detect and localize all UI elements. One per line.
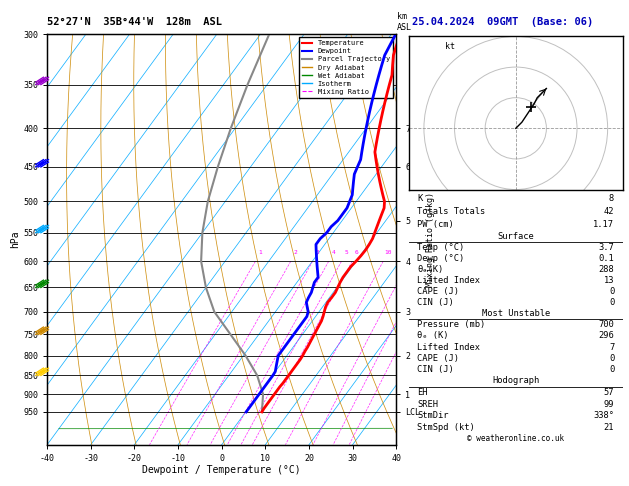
Text: 4: 4 <box>331 250 335 256</box>
Text: 21: 21 <box>604 423 614 432</box>
Text: 296: 296 <box>598 331 614 340</box>
Text: Lifted Index: Lifted Index <box>418 343 481 351</box>
Text: CIN (J): CIN (J) <box>418 298 454 307</box>
Text: CIN (J): CIN (J) <box>418 365 454 374</box>
Text: 13: 13 <box>604 276 614 285</box>
Text: 700: 700 <box>598 320 614 329</box>
Text: 338°: 338° <box>593 411 614 420</box>
Text: 1.17: 1.17 <box>593 220 614 229</box>
X-axis label: Dewpoint / Temperature (°C): Dewpoint / Temperature (°C) <box>142 466 301 475</box>
Text: PW (cm): PW (cm) <box>418 220 454 229</box>
Text: 0: 0 <box>609 365 614 374</box>
Text: 42: 42 <box>604 207 614 216</box>
Text: 0: 0 <box>609 287 614 296</box>
Text: 0: 0 <box>609 354 614 363</box>
Legend: Temperature, Dewpoint, Parcel Trajectory, Dry Adiabat, Wet Adiabat, Isotherm, Mi: Temperature, Dewpoint, Parcel Trajectory… <box>299 37 392 98</box>
Text: 52°27'N  35B°44'W  128m  ASL: 52°27'N 35B°44'W 128m ASL <box>47 17 222 27</box>
Text: Most Unstable: Most Unstable <box>482 309 550 318</box>
Text: kt: kt <box>445 42 455 51</box>
Text: Pressure (mb): Pressure (mb) <box>418 320 486 329</box>
Text: 3: 3 <box>315 250 319 256</box>
Text: θₑ(K): θₑ(K) <box>418 265 443 274</box>
Text: Dewp (°C): Dewp (°C) <box>418 254 465 263</box>
Text: StmSpd (kt): StmSpd (kt) <box>418 423 475 432</box>
Text: Surface: Surface <box>498 232 534 241</box>
Text: Temp (°C): Temp (°C) <box>418 243 465 252</box>
Text: 288: 288 <box>598 265 614 274</box>
Text: 25.04.2024  09GMT  (Base: 06): 25.04.2024 09GMT (Base: 06) <box>412 17 593 27</box>
Text: Mixing Ratio (g/kg): Mixing Ratio (g/kg) <box>426 192 435 287</box>
Text: 0.1: 0.1 <box>598 254 614 263</box>
Text: SREH: SREH <box>418 399 438 409</box>
Text: Hodograph: Hodograph <box>492 376 540 385</box>
Text: StmDir: StmDir <box>418 411 449 420</box>
Text: km
ASL: km ASL <box>397 12 412 32</box>
Text: Lifted Index: Lifted Index <box>418 276 481 285</box>
Text: CAPE (J): CAPE (J) <box>418 287 459 296</box>
Text: 6: 6 <box>355 250 359 256</box>
Text: CAPE (J): CAPE (J) <box>418 354 459 363</box>
Y-axis label: hPa: hPa <box>10 230 20 248</box>
Text: 8: 8 <box>609 193 614 203</box>
Text: 57: 57 <box>604 388 614 397</box>
Text: 1: 1 <box>259 250 262 256</box>
Text: 3.7: 3.7 <box>598 243 614 252</box>
Text: 99: 99 <box>604 399 614 409</box>
Text: EH: EH <box>418 388 428 397</box>
Text: 2: 2 <box>294 250 298 256</box>
Text: 10: 10 <box>384 250 391 256</box>
Text: θₑ (K): θₑ (K) <box>418 331 449 340</box>
Text: © weatheronline.co.uk: © weatheronline.co.uk <box>467 434 564 444</box>
Text: 0: 0 <box>609 298 614 307</box>
Text: 7: 7 <box>609 343 614 351</box>
Text: 5: 5 <box>344 250 348 256</box>
Text: Totals Totals: Totals Totals <box>418 207 486 216</box>
Text: K: K <box>418 193 423 203</box>
